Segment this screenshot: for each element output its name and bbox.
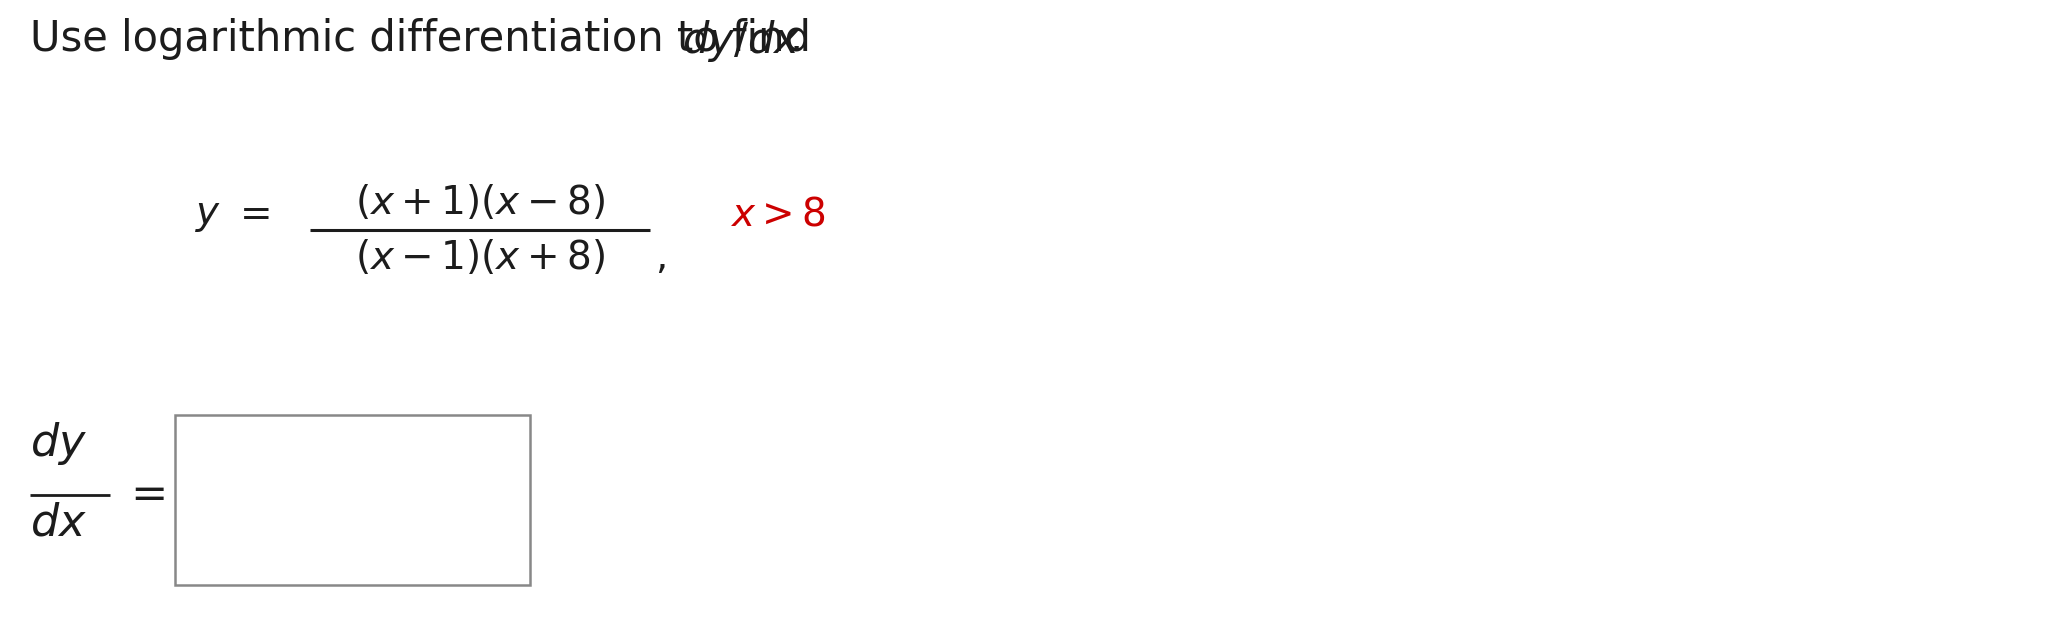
Text: $dy$: $dy$ [31,420,88,467]
Text: =: = [239,196,272,234]
Text: .: . [790,18,804,60]
Text: ,: , [655,238,667,276]
Text: =: = [131,473,168,516]
Text: $\it{dy/dx}$: $\it{dy/dx}$ [681,18,800,64]
Text: $x > 8$: $x > 8$ [730,196,827,234]
Text: $(x + 1)(x - 8)$: $(x + 1)(x - 8)$ [354,183,606,222]
Text: $dx$: $dx$ [31,501,86,544]
Text: Use logarithmic differentiation to find: Use logarithmic differentiation to find [31,18,825,60]
Text: $(x - 1)(x + 8)$: $(x - 1)(x + 8)$ [354,238,606,277]
Bar [176,415,530,585]
Text: $y$: $y$ [194,196,221,234]
